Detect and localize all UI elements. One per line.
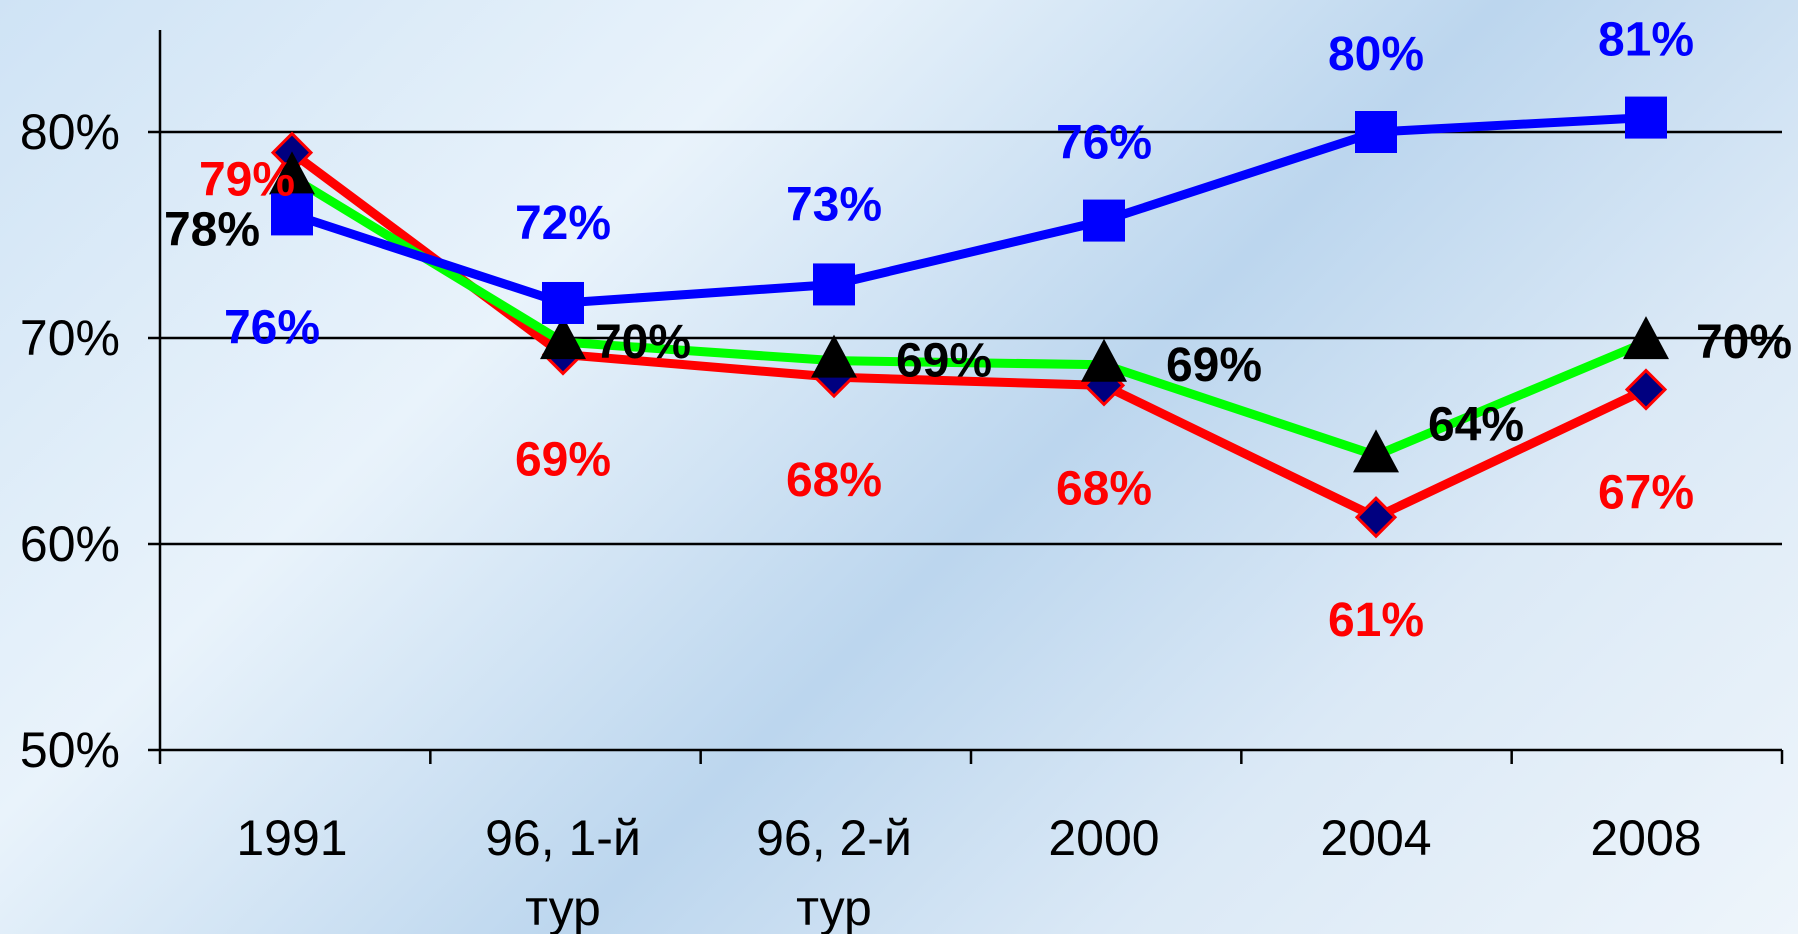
series [269, 96, 1669, 539]
triangle-point-marker [811, 334, 857, 378]
x-tick-label: 2000 [1048, 810, 1159, 866]
square-point-marker [271, 193, 313, 236]
triangle-point-marker [269, 151, 315, 195]
x-tick-label: 96, 1-й [485, 810, 641, 866]
x-tick-label: 96, 2-й [756, 810, 912, 866]
square-point-marker [813, 263, 855, 306]
y-tick-label: 60% [20, 516, 120, 572]
data-label: 81% [1598, 14, 1694, 67]
square-point-marker [1625, 96, 1667, 139]
triangle-point-marker [1353, 429, 1399, 473]
data-label: 80% [1328, 28, 1424, 81]
diamond-point-marker [1624, 368, 1668, 411]
square-point-marker [542, 281, 584, 324]
square-point-marker [1083, 199, 1125, 242]
data-label: 69% [1166, 339, 1262, 392]
square-point-marker [1355, 111, 1397, 153]
gridlines [160, 130, 1782, 546]
x-tick-label: 1991 [236, 810, 347, 866]
data-labels: 76% 72% 73% 76% 80% 81% 79% 69% 68% 68% 61% 67% 78% 7… [164, 14, 1792, 648]
data-label: 73% [786, 178, 882, 231]
data-label: 68% [1056, 462, 1152, 515]
data-label: 72% [515, 197, 611, 250]
data-label: 70% [595, 316, 691, 369]
x-tick-label: 2008 [1590, 810, 1701, 866]
triangle-point-marker [1081, 338, 1127, 382]
y-tick-label: 80% [20, 104, 120, 160]
triangle-point-marker [1623, 316, 1669, 360]
y-tick-label: 70% [20, 310, 120, 366]
series-line [290, 113, 1647, 308]
data-label: 69% [515, 433, 611, 486]
data-label: 79% [199, 154, 295, 207]
data-label: 76% [224, 301, 320, 354]
y-tick-label: 50% [20, 722, 120, 778]
diamond-point-marker [1354, 496, 1398, 539]
triangle-point-marker [540, 316, 586, 360]
data-label: 76% [1056, 117, 1152, 170]
data-label: 69% [896, 335, 992, 388]
series-line [289, 148, 1648, 522]
data-label: 78% [164, 203, 260, 256]
data-label: 70% [1696, 316, 1792, 369]
x-tick-label: тур [525, 880, 601, 934]
axes: 50% 60% 70% 80% 1991 96, 1-й тур 96, 2-й тур 2000… [20, 30, 1784, 934]
data-label: 68% [786, 454, 882, 507]
data-label: 67% [1598, 467, 1694, 520]
data-label: 64% [1428, 398, 1524, 451]
x-tick-label: тур [796, 880, 872, 934]
series-line [289, 173, 1648, 460]
x-tick-label: 2004 [1320, 810, 1431, 866]
data-label: 61% [1328, 594, 1424, 647]
